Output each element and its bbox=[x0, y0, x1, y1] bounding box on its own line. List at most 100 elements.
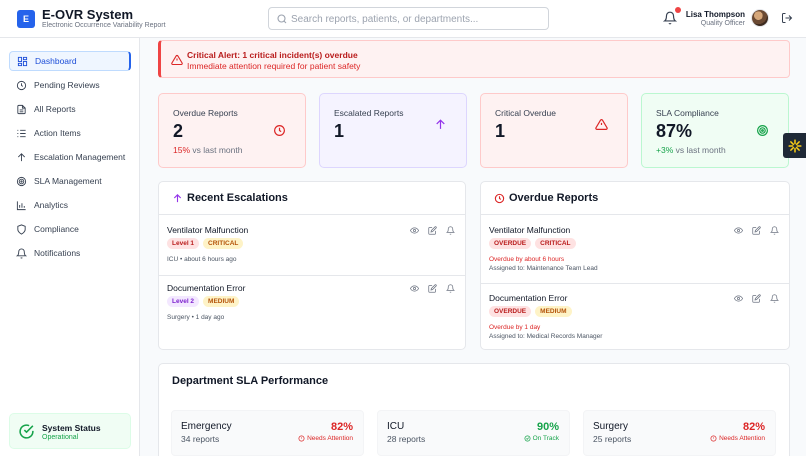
stat-change: 15% vs last month bbox=[173, 145, 242, 155]
department-name: Emergency bbox=[181, 421, 232, 432]
sidebar-item-analytics[interactable]: Analytics bbox=[9, 195, 131, 215]
panel-header: Recent Escalations bbox=[159, 182, 465, 215]
eye-icon[interactable] bbox=[410, 226, 419, 235]
department-card-icu[interactable]: ICU 28 reports 90% On Track bbox=[377, 410, 570, 456]
clock-icon bbox=[16, 80, 27, 90]
sidebar-item-notifications[interactable]: Notifications bbox=[9, 243, 131, 263]
search-input[interactable] bbox=[291, 11, 541, 27]
stat-label: SLA Compliance bbox=[656, 108, 719, 118]
department-status-label: On Track bbox=[532, 435, 559, 442]
department-pct: 90% bbox=[536, 421, 559, 433]
sidebar-item-compliance[interactable]: Compliance bbox=[9, 219, 131, 239]
stat-card-sla-compliance[interactable]: SLA Compliance 87% +3% vs last month bbox=[641, 93, 789, 168]
bell-icon[interactable] bbox=[446, 226, 455, 235]
escalation-meta: Surgery • 1 day ago bbox=[167, 314, 225, 321]
department-pct: 82% bbox=[330, 421, 353, 433]
logout-icon[interactable] bbox=[781, 12, 793, 24]
system-status-value: Operational bbox=[42, 434, 79, 441]
app-logo: E bbox=[17, 10, 35, 28]
sidebar-item-escalation-management[interactable]: Escalation Management bbox=[9, 147, 131, 167]
clock-icon bbox=[274, 125, 285, 136]
stat-value: 1 bbox=[495, 121, 506, 141]
department-reports: 25 reports bbox=[593, 434, 632, 444]
stat-card-critical-overdue[interactable]: Critical Overdue 1 bbox=[480, 93, 628, 168]
sidebar-item-label: Compliance bbox=[34, 224, 79, 234]
system-status-card: System Status Operational bbox=[9, 413, 131, 449]
escalation-title: Documentation Error bbox=[167, 283, 246, 293]
eye-icon[interactable] bbox=[410, 284, 419, 293]
file-icon bbox=[17, 104, 26, 114]
severity-badge: MEDIUM bbox=[535, 306, 572, 317]
bell-icon[interactable] bbox=[770, 294, 779, 303]
list-item[interactable]: Documentation Error Level 2 MEDIUM Surge… bbox=[159, 274, 465, 333]
check-circle-icon bbox=[19, 424, 34, 439]
overdue-by: Overdue by about 6 hours bbox=[489, 256, 565, 263]
notification-bell-icon[interactable] bbox=[663, 11, 677, 25]
row-actions bbox=[410, 284, 455, 293]
department-reports: 34 reports bbox=[181, 434, 220, 444]
top-header: E E-OVR System Electronic Occurrence Var… bbox=[0, 0, 806, 38]
stat-card-overdue-reports[interactable]: Overdue Reports 2 15% vs last month bbox=[158, 93, 306, 168]
search-icon bbox=[277, 14, 287, 24]
alert-circle-icon bbox=[710, 435, 717, 442]
department-name: ICU bbox=[387, 421, 405, 432]
department-reports: 28 reports bbox=[387, 434, 426, 444]
sidebar-item-label: Analytics bbox=[34, 200, 69, 210]
edit-icon[interactable] bbox=[428, 284, 437, 293]
divider bbox=[481, 283, 789, 284]
system-status-title: System Status bbox=[42, 423, 101, 433]
sidebar-item-dashboard[interactable]: Dashboard bbox=[9, 51, 131, 71]
department-card-surgery[interactable]: Surgery 25 reports 82% Needs Attention bbox=[583, 410, 776, 456]
list-icon bbox=[17, 129, 26, 137]
list-item[interactable]: Ventilator Malfunction Level 1 CRITICAL … bbox=[159, 216, 465, 275]
assigned-to: Assigned to: Medical Records Manager bbox=[489, 333, 603, 340]
search-box[interactable] bbox=[268, 7, 549, 30]
arrow-up-icon bbox=[436, 119, 445, 129]
shield-icon bbox=[17, 223, 26, 235]
alert-circle-icon bbox=[298, 435, 305, 442]
alert-message: Immediate attention required for patient… bbox=[187, 61, 361, 71]
sidebar-item-label: Notifications bbox=[34, 248, 81, 258]
edit-icon[interactable] bbox=[752, 294, 761, 303]
severity-badge: CRITICAL bbox=[535, 238, 576, 249]
department-card-emergency[interactable]: Emergency 34 reports 82% Needs Attention bbox=[171, 410, 364, 456]
assigned-to: Assigned to: Maintenance Team Lead bbox=[489, 265, 598, 272]
badge-group: Level 2 MEDIUM bbox=[167, 296, 240, 307]
notification-dot bbox=[675, 7, 681, 13]
row-actions bbox=[734, 226, 779, 235]
eye-icon[interactable] bbox=[734, 294, 743, 303]
row-actions bbox=[410, 226, 455, 235]
sidebar-item-action-items[interactable]: Action Items bbox=[9, 123, 131, 143]
stat-label: Overdue Reports bbox=[173, 108, 238, 118]
overdue-by: Overdue by 1 day bbox=[489, 324, 541, 331]
sidebar-item-all-reports[interactable]: All Reports bbox=[9, 99, 131, 119]
avatar[interactable] bbox=[751, 9, 769, 27]
list-item[interactable]: Ventilator Malfunction OVERDUE CRITICAL … bbox=[481, 216, 789, 284]
stat-change: +3% vs last month bbox=[656, 145, 726, 155]
bell-icon[interactable] bbox=[770, 226, 779, 235]
escalation-meta: ICU • about 6 hours ago bbox=[167, 256, 237, 263]
divider bbox=[159, 275, 465, 276]
eye-icon[interactable] bbox=[734, 226, 743, 235]
panel-header: Overdue Reports bbox=[481, 182, 789, 215]
department-status-label: Needs Attention bbox=[719, 435, 765, 442]
stat-card-escalated-reports[interactable]: Escalated Reports 1 bbox=[319, 93, 467, 168]
bell-icon[interactable] bbox=[446, 284, 455, 293]
panel-title: Overdue Reports bbox=[509, 192, 599, 204]
level-badge: Level 2 bbox=[167, 296, 200, 307]
sidebar-item-pending-reviews[interactable]: Pending Reviews bbox=[9, 75, 131, 95]
stat-change-value: 15% bbox=[173, 145, 191, 155]
sparkle-icon bbox=[787, 138, 802, 153]
floating-widget-button[interactable] bbox=[783, 133, 806, 158]
edit-icon[interactable] bbox=[428, 226, 437, 235]
department-status: Needs Attention bbox=[298, 435, 353, 442]
edit-icon[interactable] bbox=[752, 226, 761, 235]
stat-value: 1 bbox=[334, 121, 345, 141]
level-badge: Level 1 bbox=[167, 238, 200, 249]
row-actions bbox=[734, 294, 779, 303]
sidebar: Dashboard Pending Reviews All Reports Ac… bbox=[0, 38, 140, 456]
stat-label: Escalated Reports bbox=[334, 108, 404, 118]
list-item[interactable]: Documentation Error OVERDUE MEDIUM Overd… bbox=[481, 284, 789, 350]
sidebar-item-label: SLA Management bbox=[34, 176, 102, 186]
sidebar-item-sla-management[interactable]: SLA Management bbox=[9, 171, 131, 191]
